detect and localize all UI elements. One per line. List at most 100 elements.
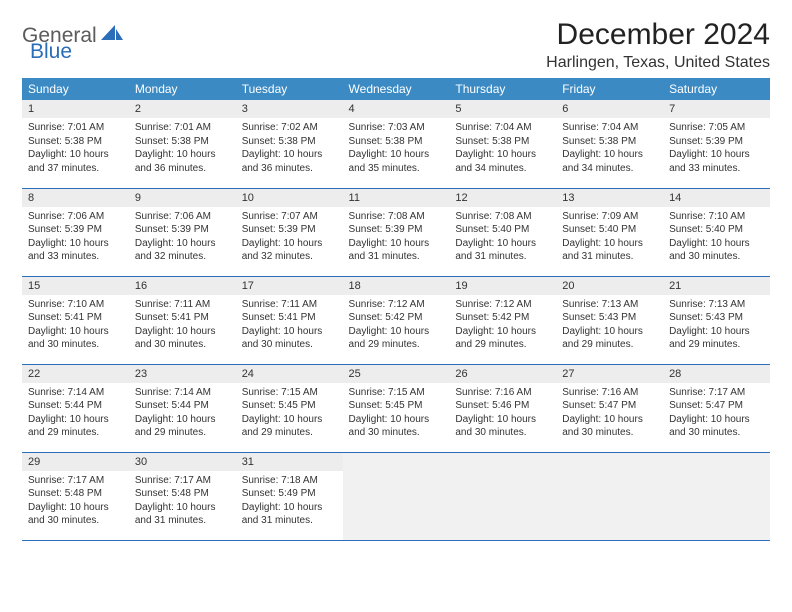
day-number: 31 [236,453,343,471]
day-body: Sunrise: 7:17 AMSunset: 5:48 PMDaylight:… [129,471,236,533]
sunrise-line: Sunrise: 7:08 AM [349,210,444,224]
title-block: December 2024 Harlingen, Texas, United S… [546,18,770,72]
daylight-line: Daylight: 10 hours and 29 minutes. [455,325,550,352]
day-cell: 5Sunrise: 7:04 AMSunset: 5:38 PMDaylight… [449,100,556,188]
day-body: Sunrise: 7:12 AMSunset: 5:42 PMDaylight:… [449,295,556,357]
day-number: 24 [236,365,343,383]
day-body: Sunrise: 7:04 AMSunset: 5:38 PMDaylight:… [556,118,663,180]
day-number: 19 [449,277,556,295]
day-header-monday: Monday [129,78,236,100]
day-cell: 8Sunrise: 7:06 AMSunset: 5:39 PMDaylight… [22,188,129,276]
day-cell: 12Sunrise: 7:08 AMSunset: 5:40 PMDayligh… [449,188,556,276]
sunrise-line: Sunrise: 7:01 AM [28,121,123,135]
day-body: Sunrise: 7:01 AMSunset: 5:38 PMDaylight:… [129,118,236,180]
brand-sail-icon [101,25,123,48]
day-cell [556,452,663,540]
sunset-line: Sunset: 5:38 PM [349,135,444,149]
day-number: 23 [129,365,236,383]
day-cell [663,452,770,540]
sunset-line: Sunset: 5:43 PM [669,311,764,325]
sunset-line: Sunset: 5:40 PM [669,223,764,237]
day-body: Sunrise: 7:13 AMSunset: 5:43 PMDaylight:… [663,295,770,357]
sunrise-line: Sunrise: 7:04 AM [562,121,657,135]
day-body: Sunrise: 7:11 AMSunset: 5:41 PMDaylight:… [129,295,236,357]
day-number: 21 [663,277,770,295]
sunrise-line: Sunrise: 7:13 AM [669,298,764,312]
day-body: Sunrise: 7:14 AMSunset: 5:44 PMDaylight:… [129,383,236,445]
day-cell: 21Sunrise: 7:13 AMSunset: 5:43 PMDayligh… [663,276,770,364]
daylight-line: Daylight: 10 hours and 30 minutes. [349,413,444,440]
day-cell: 22Sunrise: 7:14 AMSunset: 5:44 PMDayligh… [22,364,129,452]
sunset-line: Sunset: 5:43 PM [562,311,657,325]
daylight-line: Daylight: 10 hours and 30 minutes. [455,413,550,440]
sunrise-line: Sunrise: 7:01 AM [135,121,230,135]
day-header-friday: Friday [556,78,663,100]
day-body: Sunrise: 7:05 AMSunset: 5:39 PMDaylight:… [663,118,770,180]
day-number: 10 [236,189,343,207]
sunrise-line: Sunrise: 7:14 AM [28,386,123,400]
daylight-line: Daylight: 10 hours and 29 minutes. [562,325,657,352]
sunset-line: Sunset: 5:38 PM [455,135,550,149]
day-body: Sunrise: 7:16 AMSunset: 5:46 PMDaylight:… [449,383,556,445]
day-cell: 6Sunrise: 7:04 AMSunset: 5:38 PMDaylight… [556,100,663,188]
day-body: Sunrise: 7:16 AMSunset: 5:47 PMDaylight:… [556,383,663,445]
day-cell: 26Sunrise: 7:16 AMSunset: 5:46 PMDayligh… [449,364,556,452]
sunset-line: Sunset: 5:38 PM [242,135,337,149]
sunset-line: Sunset: 5:38 PM [562,135,657,149]
day-cell: 24Sunrise: 7:15 AMSunset: 5:45 PMDayligh… [236,364,343,452]
sunrise-line: Sunrise: 7:16 AM [455,386,550,400]
sunset-line: Sunset: 5:42 PM [349,311,444,325]
calendar-table: SundayMondayTuesdayWednesdayThursdayFrid… [22,78,770,541]
day-cell: 20Sunrise: 7:13 AMSunset: 5:43 PMDayligh… [556,276,663,364]
daylight-line: Daylight: 10 hours and 34 minutes. [455,148,550,175]
day-cell [343,452,450,540]
sunrise-line: Sunrise: 7:17 AM [135,474,230,488]
daylight-line: Daylight: 10 hours and 30 minutes. [28,501,123,528]
day-cell: 14Sunrise: 7:10 AMSunset: 5:40 PMDayligh… [663,188,770,276]
day-body: Sunrise: 7:09 AMSunset: 5:40 PMDaylight:… [556,207,663,269]
day-number: 28 [663,365,770,383]
sunset-line: Sunset: 5:39 PM [135,223,230,237]
day-number: 27 [556,365,663,383]
location: Harlingen, Texas, United States [546,54,770,72]
sunset-line: Sunset: 5:49 PM [242,487,337,501]
day-cell: 23Sunrise: 7:14 AMSunset: 5:44 PMDayligh… [129,364,236,452]
sunrise-line: Sunrise: 7:14 AM [135,386,230,400]
day-cell: 16Sunrise: 7:11 AMSunset: 5:41 PMDayligh… [129,276,236,364]
day-body: Sunrise: 7:18 AMSunset: 5:49 PMDaylight:… [236,471,343,533]
day-body: Sunrise: 7:10 AMSunset: 5:41 PMDaylight:… [22,295,129,357]
daylight-line: Daylight: 10 hours and 36 minutes. [135,148,230,175]
day-number: 26 [449,365,556,383]
daylight-line: Daylight: 10 hours and 30 minutes. [28,325,123,352]
day-cell: 30Sunrise: 7:17 AMSunset: 5:48 PMDayligh… [129,452,236,540]
sunset-line: Sunset: 5:46 PM [455,399,550,413]
day-number: 16 [129,277,236,295]
day-body: Sunrise: 7:13 AMSunset: 5:43 PMDaylight:… [556,295,663,357]
sunset-line: Sunset: 5:39 PM [242,223,337,237]
day-cell: 18Sunrise: 7:12 AMSunset: 5:42 PMDayligh… [343,276,450,364]
day-cell: 19Sunrise: 7:12 AMSunset: 5:42 PMDayligh… [449,276,556,364]
day-cell: 2Sunrise: 7:01 AMSunset: 5:38 PMDaylight… [129,100,236,188]
sunset-line: Sunset: 5:45 PM [242,399,337,413]
day-body: Sunrise: 7:12 AMSunset: 5:42 PMDaylight:… [343,295,450,357]
sunset-line: Sunset: 5:38 PM [135,135,230,149]
day-header-wednesday: Wednesday [343,78,450,100]
day-number: 25 [343,365,450,383]
day-cell: 29Sunrise: 7:17 AMSunset: 5:48 PMDayligh… [22,452,129,540]
sunset-line: Sunset: 5:45 PM [349,399,444,413]
day-body: Sunrise: 7:07 AMSunset: 5:39 PMDaylight:… [236,207,343,269]
daylight-line: Daylight: 10 hours and 30 minutes. [562,413,657,440]
sunset-line: Sunset: 5:42 PM [455,311,550,325]
sunset-line: Sunset: 5:48 PM [28,487,123,501]
day-body: Sunrise: 7:04 AMSunset: 5:38 PMDaylight:… [449,118,556,180]
week-row: 22Sunrise: 7:14 AMSunset: 5:44 PMDayligh… [22,364,770,452]
day-cell: 9Sunrise: 7:06 AMSunset: 5:39 PMDaylight… [129,188,236,276]
sunset-line: Sunset: 5:48 PM [135,487,230,501]
day-number: 14 [663,189,770,207]
sunrise-line: Sunrise: 7:17 AM [669,386,764,400]
daylight-line: Daylight: 10 hours and 37 minutes. [28,148,123,175]
sunrise-line: Sunrise: 7:11 AM [135,298,230,312]
day-number: 20 [556,277,663,295]
daylight-line: Daylight: 10 hours and 29 minutes. [28,413,123,440]
daylight-line: Daylight: 10 hours and 34 minutes. [562,148,657,175]
